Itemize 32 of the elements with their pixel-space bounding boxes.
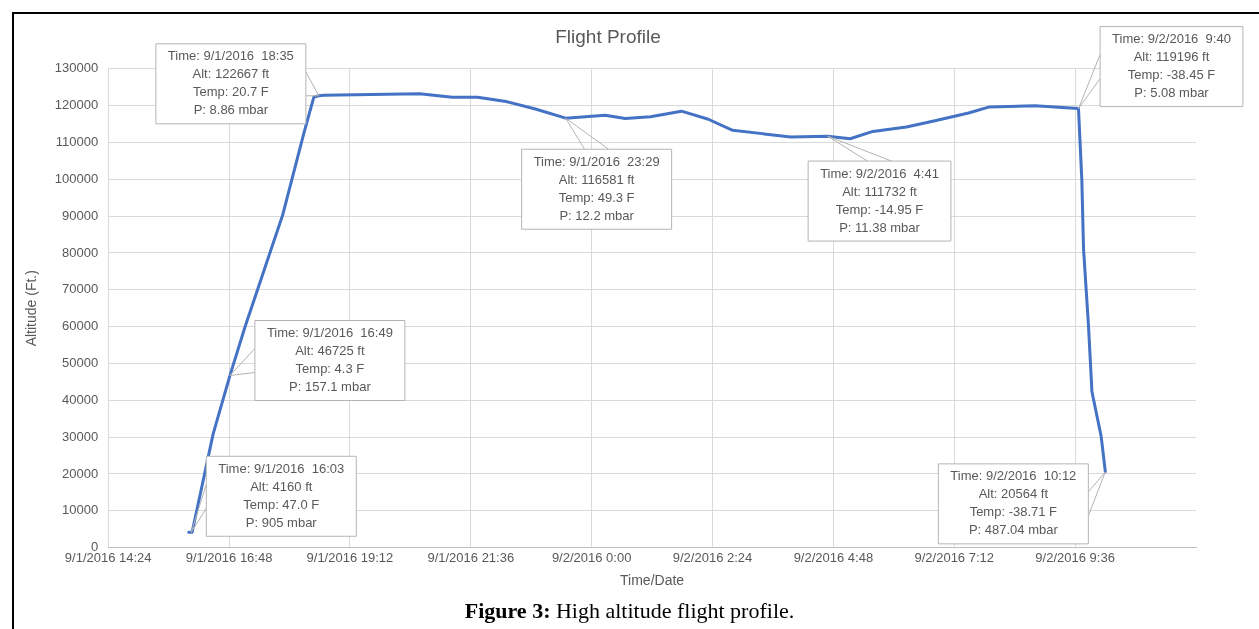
y-tick-label: 120000: [54, 97, 99, 113]
y-tick-label: 20000: [62, 465, 99, 481]
y-tick-label: 80000: [62, 244, 99, 260]
y-tick-label: 130000: [54, 60, 99, 76]
x-tick-label: 9/2/2016 2:24: [672, 549, 753, 565]
x-tick-label: 9/1/2016 19:12: [306, 549, 394, 565]
y-tick-label: 90000: [62, 207, 99, 223]
annotation: Time: 9/1/2016 18:35 Alt: 122667 ft Temp: 20.7 F P: 8.86 mbar: [167, 48, 294, 118]
y-tick-label: 70000: [62, 281, 99, 297]
x-tick-label: 9/1/2016 16:48: [185, 549, 273, 565]
caption: Figure 3: High altitude flight profile.: [463, 598, 796, 624]
annotation: Time: 9/2/2016 4:41 Alt: 111732 ft Temp: -14.95 F P: 11.38 mbar: [820, 165, 939, 235]
annotation: Time: 9/2/2016 10:12 Alt: 20564 ft Temp: -38.71 F P: 487.04 mbar: [950, 468, 1077, 538]
x-tick-label: 9/2/2016 7:12: [914, 549, 995, 565]
annotation: Time: 9/1/2016 16:49 Alt: 46725 ft Temp: 4.3 F P: 157.1 mbar: [266, 325, 393, 395]
x-tick-label: 9/2/2016 4:48: [793, 549, 874, 565]
y-tick-label: 60000: [62, 318, 99, 334]
y-tick-label: 50000: [62, 355, 99, 371]
x-axis-title: Time/Date: [620, 572, 685, 589]
annotation: Time: 9/1/2016 16:03 Alt: 4160 ft Temp: 47.0 F P: 905 mbar: [218, 460, 345, 530]
y-tick-label: 40000: [62, 391, 99, 407]
y-tick-label: 10000: [62, 502, 99, 518]
x-tick-label: 9/2/2016 0:00: [551, 549, 632, 565]
y-tick-label: 100000: [54, 170, 99, 186]
annotation: Time: 9/1/2016 23:29 Alt: 116581 ft Temp: 49.3 F P: 12.2 mbar: [533, 153, 660, 223]
annotation: Time: 9/2/2016 9:40 Alt: 119196 ft Temp: -38.45 F P: 5.08 mbar: [1112, 31, 1231, 101]
y-tick-label: 110000: [55, 134, 99, 150]
x-tick-label: 9/1/2016 21:36: [427, 549, 515, 565]
y-axis-title: Altitude (Ft.): [23, 270, 40, 347]
chart-title: Flight Profile: [555, 25, 661, 47]
x-tick-label: 9/2/2016 9:36: [1035, 549, 1115, 565]
y-tick-label: 30000: [62, 428, 99, 444]
